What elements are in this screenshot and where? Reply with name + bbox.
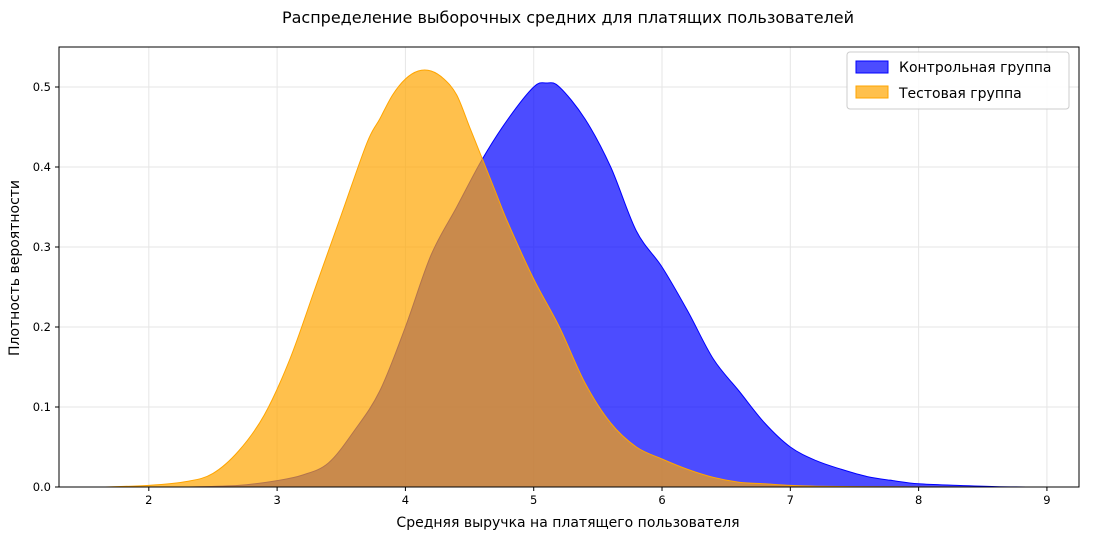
x-tick-label-4: 6 [658, 493, 665, 507]
y-tick-label-2: 0.2 [33, 320, 51, 334]
y-tick-label-3: 0.3 [33, 240, 51, 254]
x-tick-label-6: 8 [915, 493, 922, 507]
x-tick-label-1: 3 [273, 493, 280, 507]
chart-title: Распределение выборочных средних для пла… [282, 8, 854, 27]
area-test-group-line [103, 69, 983, 488]
x-tick-label-7: 9 [1043, 493, 1050, 507]
legend-box [846, 51, 1070, 110]
y-axis-ticks: 0.0 0.1 0.2 0.3 0.4 0.5 [33, 80, 59, 494]
legend-swatch-test [855, 85, 889, 99]
legend-label-control: Контрольная группа [899, 60, 1051, 76]
x-tick-label-2: 4 [402, 493, 409, 507]
plot-frame [58, 46, 1080, 488]
x-axis-label: Средняя выручка на платящего пользовател… [396, 515, 739, 531]
area-test-group [103, 70, 983, 487]
y-tick-label-0: 0.0 [33, 480, 51, 494]
legend-label-test: Тестовая группа [898, 86, 1022, 102]
x-tick-label-5: 7 [787, 493, 794, 507]
plot-areas [103, 69, 1035, 488]
x-tick-label-3: 5 [530, 493, 537, 507]
legend: Контрольная группа Тестовая группа [846, 51, 1070, 110]
legend-swatch-control [855, 60, 889, 74]
x-tick-label-0: 2 [145, 493, 152, 507]
y-tick-label-4: 0.4 [33, 160, 51, 174]
x-axis-ticks: 2 3 4 5 6 7 8 9 [145, 487, 1051, 507]
y-axis-label: Плотность вероятности [7, 180, 23, 356]
y-tick-label-1: 0.1 [33, 400, 51, 414]
y-tick-label-5: 0.5 [33, 80, 51, 94]
